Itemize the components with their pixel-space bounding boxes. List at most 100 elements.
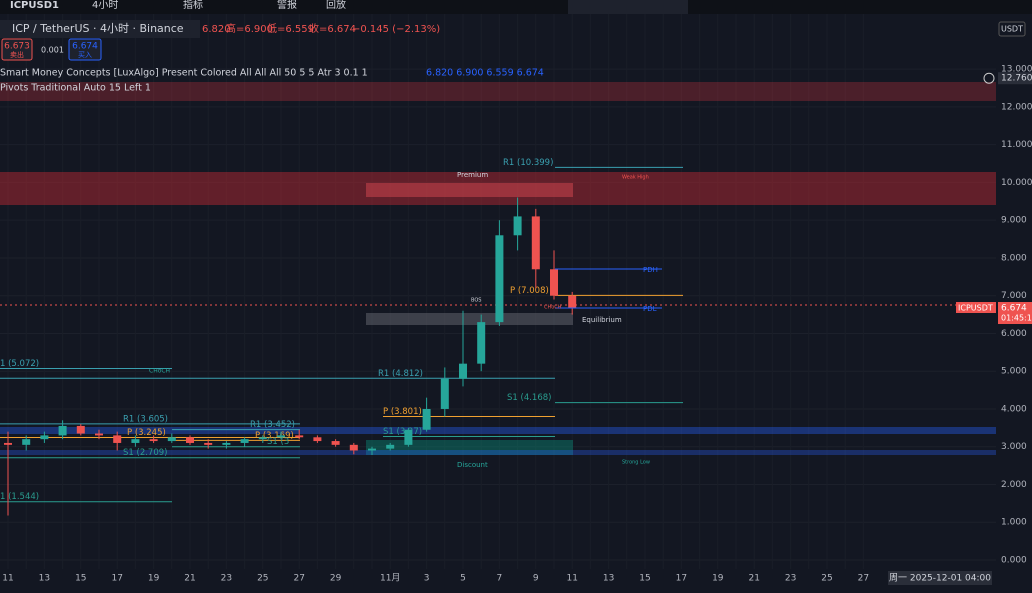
pivot-label: R1 (3.452) xyxy=(250,420,295,430)
y-tick-label: 5.000 xyxy=(1001,367,1027,377)
candle-body xyxy=(149,439,158,442)
price-axis xyxy=(996,14,1032,569)
symbol-button[interactable]: ICPUSD1 xyxy=(10,0,59,11)
pivot-label: R1 (10.399) xyxy=(503,158,553,168)
candle-body xyxy=(440,378,449,409)
candle-body xyxy=(131,439,140,443)
annotation: CHoCH xyxy=(149,368,170,375)
currency-button[interactable] xyxy=(998,21,1026,37)
x-tick-label: 11月 xyxy=(380,573,400,584)
pivot-label: R1 (4.812) xyxy=(378,369,423,379)
x-tick-label: 5 xyxy=(460,574,466,584)
x-tick-label: 9 xyxy=(533,574,539,584)
buy-price: 6.674 xyxy=(72,42,98,52)
x-tick-label: 3 xyxy=(424,574,430,584)
pivot-label: S1 (2.709) xyxy=(123,448,167,458)
annotation: Strong Low xyxy=(622,460,650,466)
pivot-label: 1 (1.544) xyxy=(0,492,39,502)
candle-body xyxy=(222,442,231,445)
x-tick-label: 17 xyxy=(111,574,122,584)
annotation: PDL xyxy=(643,305,657,313)
candle-body xyxy=(349,444,358,451)
replay-button[interactable]: 回放 xyxy=(326,0,346,11)
price-countdown: 01:45:1 xyxy=(1001,314,1032,323)
x-tick-label: 11 xyxy=(2,574,13,584)
candle-body xyxy=(531,216,540,270)
axis: 0.000 1.000 2.000 3.000 4.000 5.000 6.000 7.000… xyxy=(956,65,1032,566)
y-tick-label: 10.000 xyxy=(1001,178,1032,188)
x-tick-label: 13 xyxy=(39,574,50,584)
x-tick-label: 23 xyxy=(785,574,796,584)
x-tick-label: 27 xyxy=(293,574,304,584)
candle-body xyxy=(422,408,431,430)
candle-body xyxy=(58,425,67,436)
candle-body xyxy=(331,441,340,445)
x-tick-label: 25 xyxy=(257,574,268,584)
pivot-label: P (3.169) xyxy=(255,431,294,441)
y-tick-label: 3.000 xyxy=(1001,442,1027,452)
equilibrium-box xyxy=(366,313,573,325)
pivot-label: S1 (3 xyxy=(267,437,289,447)
crosshair-button[interactable] xyxy=(983,72,995,84)
toolbar xyxy=(0,0,1032,14)
annotation: Discount xyxy=(457,461,488,469)
x-tick-label: 17 xyxy=(676,574,687,584)
y-tick-label: 6.000 xyxy=(1001,329,1027,339)
discount-box xyxy=(366,440,573,455)
indicator-name: Smart Money Concepts [LuxAlgo] Present C… xyxy=(0,68,368,79)
candle-body xyxy=(404,429,413,445)
drawing-tools[interactable] xyxy=(568,0,688,14)
y-tick-label: 1.000 xyxy=(1001,518,1027,528)
candle-body xyxy=(113,435,122,443)
y-tick-label: 13.000 xyxy=(1001,65,1032,75)
candle-body xyxy=(495,235,504,323)
annotation: PDH xyxy=(643,266,658,274)
crosshair-label: 12.760 xyxy=(1001,74,1032,84)
candle-body xyxy=(513,216,522,236)
interval-button[interactable]: 4小时 xyxy=(92,0,118,11)
pivot-band xyxy=(0,82,996,101)
chart-title: ICP / TetherUS · 4小时 · Binance xyxy=(12,22,184,35)
candle-body xyxy=(22,439,31,445)
candle-body xyxy=(459,363,467,379)
candle-body xyxy=(368,448,376,451)
ohlc-open: 6.820 xyxy=(202,24,231,35)
x-tick-label: 11 xyxy=(566,574,577,584)
currency: USDT xyxy=(1001,25,1023,34)
pivot-label: S1 (4.168) xyxy=(507,393,551,403)
ohlc-low: 低=6.559 xyxy=(267,22,314,35)
date-label: 周一 2025-12-01 04:00 xyxy=(889,573,991,584)
price-tag xyxy=(998,302,1032,325)
candle-body xyxy=(186,437,194,443)
symbol-box xyxy=(0,20,200,38)
y-tick-label: 4.000 xyxy=(1001,404,1027,414)
indicators-button[interactable]: 指标 xyxy=(183,0,203,11)
plot: R1 (10.399) P (7.008) S1 (4.168) R1 (4.812)… xyxy=(0,158,683,516)
time-axis xyxy=(0,569,1032,593)
sell-button[interactable] xyxy=(1,38,33,61)
y-tick-label: 8.000 xyxy=(1001,253,1027,263)
x-tick-label: 19 xyxy=(712,574,724,584)
sell-label: 卖出 xyxy=(10,50,24,59)
x-tick-label: 29 xyxy=(330,574,342,584)
annotation: Equilibrium xyxy=(582,316,622,324)
sell-price: 6.673 xyxy=(4,42,30,52)
annotation: Weak High xyxy=(622,175,649,181)
x-tick-label: 23 xyxy=(221,574,232,584)
price-tag xyxy=(956,302,996,314)
x-tick-label: 15 xyxy=(639,574,650,584)
candle-body xyxy=(167,437,176,442)
y-tick-label: 2.000 xyxy=(1001,480,1027,490)
x-tick-label: 25 xyxy=(821,574,832,584)
x-tick-label: 27 xyxy=(858,574,869,584)
alerts-button[interactable]: 警报 xyxy=(277,0,297,11)
y-tick-label: 9.000 xyxy=(1001,216,1027,226)
candle-body xyxy=(313,437,322,442)
candle-body xyxy=(204,442,213,445)
y-tick-label: 0.000 xyxy=(1001,556,1027,566)
buy-button[interactable] xyxy=(68,38,102,61)
y-tick-label: 7.000 xyxy=(1001,291,1027,301)
indicator-name: Pivots Traditional Auto 15 Left 1 xyxy=(0,83,151,94)
spread: 0.001 xyxy=(41,46,64,55)
x-tick-label: 15 xyxy=(75,574,86,584)
